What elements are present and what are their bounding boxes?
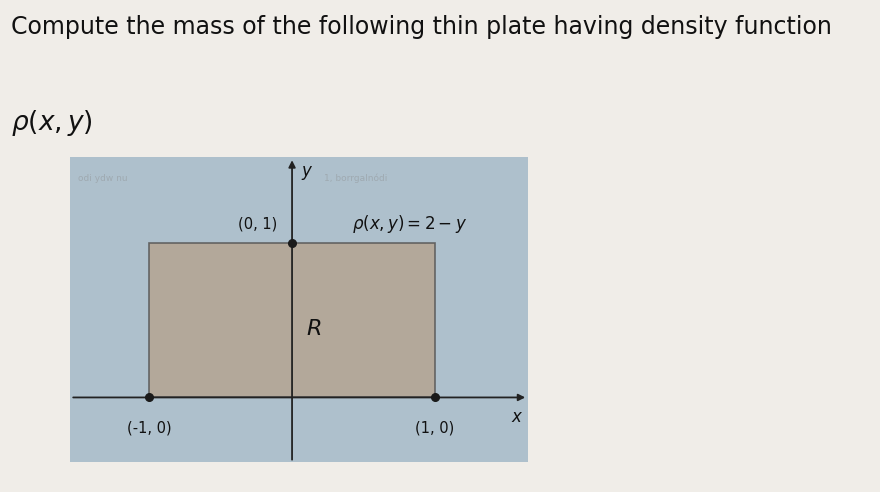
Text: $\rho(x, y) = 2 - y$: $\rho(x, y) = 2 - y$ — [352, 213, 467, 235]
Text: Compute the mass of the following thin plate having density function: Compute the mass of the following thin p… — [11, 15, 832, 39]
Text: (-1, 0): (-1, 0) — [127, 421, 172, 436]
Text: $x$: $x$ — [511, 408, 524, 426]
Text: $\rho(x, y)$: $\rho(x, y)$ — [11, 108, 92, 138]
Text: $R$: $R$ — [306, 319, 321, 339]
Text: 1, borrgalnódi: 1, borrgalnódi — [324, 173, 387, 183]
Bar — [149, 243, 435, 398]
Text: (1, 0): (1, 0) — [415, 421, 455, 436]
Text: $y$: $y$ — [301, 164, 313, 182]
Text: (0, 1): (0, 1) — [238, 217, 278, 232]
Text: odi ydw nu: odi ydw nu — [77, 174, 128, 183]
